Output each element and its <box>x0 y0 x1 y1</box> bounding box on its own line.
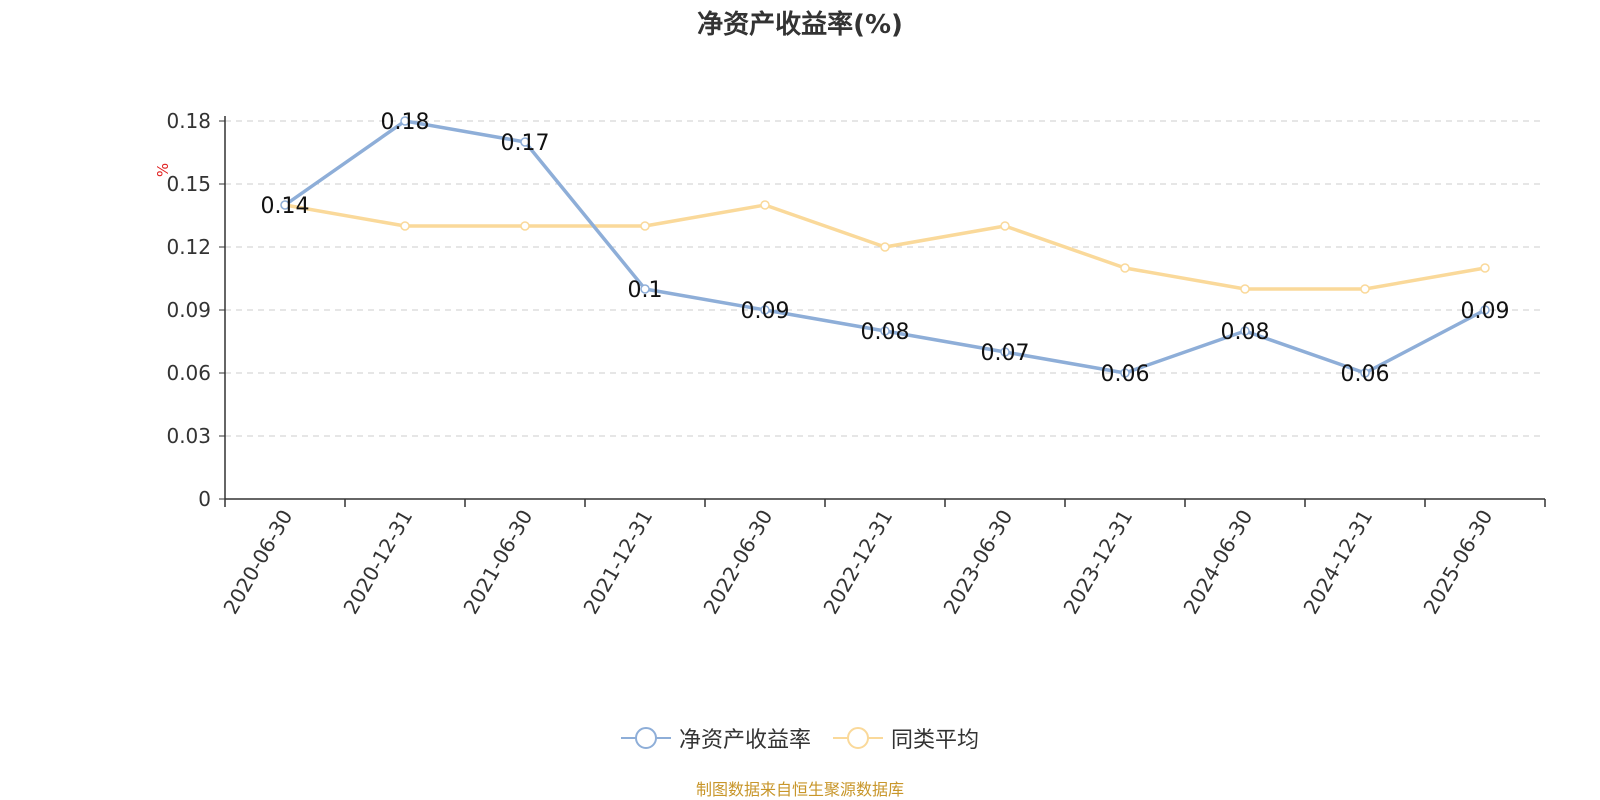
y-tick-label: 0.03 <box>166 424 211 448</box>
data-label: 0.06 <box>1341 362 1390 387</box>
data-point-0 <box>1360 368 1370 378</box>
data-label: 0.08 <box>1221 320 1270 345</box>
x-tick-label: 2025-06-30 <box>1418 506 1497 619</box>
data-point-1 <box>1360 284 1370 294</box>
data-point-1 <box>400 221 410 231</box>
x-tick-label: 2021-12-31 <box>578 506 657 619</box>
data-point-0 <box>1120 368 1130 378</box>
legend-item-peer-average[interactable]: 同类平均 <box>833 722 979 754</box>
x-tick-label: 2023-12-31 <box>1058 506 1137 619</box>
y-tick-label: 0.15 <box>166 172 211 196</box>
legend-roe-icon <box>620 727 671 749</box>
legend-peer-label: 同类平均 <box>891 728 980 753</box>
x-tick-label: 2020-06-30 <box>218 506 297 619</box>
y-tick-label: 0.09 <box>166 298 211 322</box>
data-label: 0.1 <box>628 278 663 303</box>
legend-roe-label: 净资产收益率 <box>678 728 811 753</box>
data-point-1 <box>1240 284 1250 294</box>
x-tick-label: 2022-12-31 <box>818 506 897 619</box>
data-point-1 <box>880 242 890 252</box>
x-tick-label: 2020-12-31 <box>338 506 417 619</box>
data-label: 0.06 <box>1101 362 1150 387</box>
data-point-1 <box>760 200 770 210</box>
data-point-0 <box>880 326 890 336</box>
data-point-0 <box>1000 347 1010 357</box>
data-point-1 <box>640 221 650 231</box>
x-tick-label: 2022-06-30 <box>698 506 777 619</box>
x-tick-label: 2024-06-30 <box>1178 506 1257 619</box>
data-label: 0.09 <box>1461 299 1510 324</box>
y-axis-label: % <box>154 163 172 177</box>
y-tick-label: 0.18 <box>166 109 211 133</box>
legend-peer-icon <box>833 727 883 749</box>
chart-title: 净资产收益率(%) <box>697 10 903 40</box>
data-label: 0.08 <box>861 320 910 345</box>
data-label: 0.18 <box>381 110 430 135</box>
x-tick-label: 2023-06-30 <box>938 506 1017 619</box>
data-point-0 <box>400 116 410 126</box>
y-tick-label: 0 <box>198 487 211 511</box>
data-point-1 <box>520 221 530 231</box>
data-point-0 <box>1480 305 1490 315</box>
x-tick-label: 2024-12-31 <box>1298 506 1377 619</box>
data-label: 0.09 <box>741 299 790 324</box>
data-point-1 <box>1000 221 1010 231</box>
legend: 净资产收益率 同类平均 <box>0 722 1600 754</box>
data-point-0 <box>280 200 290 210</box>
y-tick-label: 0.12 <box>166 235 211 259</box>
legend-item-roe[interactable]: 净资产收益率 <box>620 722 811 754</box>
data-point-0 <box>1240 326 1250 336</box>
data-point-0 <box>760 305 770 315</box>
data-label: 0.17 <box>501 131 550 156</box>
data-point-0 <box>640 284 650 294</box>
data-point-1 <box>1480 263 1490 273</box>
x-tick-label: 2021-06-30 <box>458 506 537 619</box>
data-source-note: 制图数据来自恒生聚源数据库 <box>695 780 904 799</box>
data-label: 0.07 <box>981 341 1030 366</box>
y-tick-label: 0.06 <box>166 361 211 385</box>
data-point-0 <box>520 137 530 147</box>
data-label: 0.14 <box>261 194 310 219</box>
data-point-1 <box>1120 263 1130 273</box>
